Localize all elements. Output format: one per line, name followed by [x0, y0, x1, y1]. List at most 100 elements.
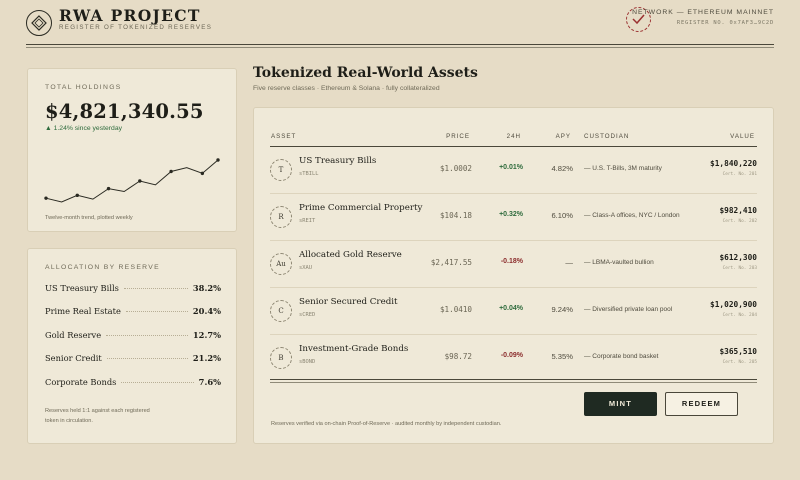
- trend-point: [75, 193, 79, 198]
- allocation-item: Gold Reserve 12.7%: [45, 330, 221, 353]
- token-icon: Au: [270, 253, 292, 275]
- header-rule-secondary: [26, 47, 774, 48]
- dotted-leader: [125, 311, 188, 313]
- brand-title: RWA PROJECT: [59, 6, 201, 25]
- allocation-list: US Treasury Bills 38.2% Prime Real Estat…: [45, 283, 221, 400]
- brand-subtitle: REGISTER OF TOKENIZED RESERVES: [59, 24, 213, 31]
- table-header-rule: [270, 146, 757, 147]
- asset-symbol: sBOND: [299, 359, 316, 365]
- row-divider: [270, 193, 757, 194]
- allocation-card: ALLOCATION BY RESERVE US Treasury Bills …: [27, 248, 237, 444]
- allocation-item: US Treasury Bills 38.2%: [45, 283, 221, 306]
- asset-value: $982,410: [719, 206, 757, 215]
- token-icon: B: [270, 347, 292, 369]
- header-rule: [26, 44, 774, 45]
- asset-symbol: sXAU: [299, 265, 312, 271]
- asset-price: $98.72: [444, 352, 472, 361]
- asset-custodian: — LBMA-vaulted bullion: [584, 259, 654, 266]
- asset-cert: Cert. No. 202: [722, 219, 757, 224]
- asset-name: Allocated Gold Reserve: [299, 250, 402, 260]
- asset-symbol: sCRED: [299, 312, 316, 318]
- asset-value: $365,510: [719, 347, 757, 356]
- asset-name: Prime Commercial Property: [299, 203, 423, 213]
- redeem-button[interactable]: REDEEM: [665, 392, 738, 416]
- allocation-percent: 38.2%: [192, 283, 221, 293]
- table-footer-rule-secondary: [270, 382, 757, 383]
- column-header-custodian: CUSTODIAN: [584, 133, 630, 140]
- trend-point: [169, 169, 173, 174]
- total-holdings-card: TOTAL HOLDINGS $4,821,340.55 ▲ 1.24% sin…: [27, 68, 237, 232]
- registry-number: REGISTER NO. 0x7AF3…9C2D: [676, 20, 774, 26]
- table-footer-rule: [270, 379, 757, 380]
- column-header-24h: 24H: [506, 133, 521, 140]
- asset-custodian: — U.S. T-Bills, 3M maturity: [584, 165, 662, 172]
- asset-price: $1.0410: [439, 305, 472, 314]
- asset-custodian: — Class-A offices, NYC / London: [584, 212, 680, 219]
- header: RWA PROJECT REGISTER OF TOKENIZED RESERV…: [0, 0, 800, 48]
- dotted-leader: [123, 288, 188, 289]
- asset-name: Senior Secured Credit: [299, 297, 398, 307]
- asset-cert: Cert. No. 203: [722, 266, 757, 271]
- trend-point: [200, 171, 205, 176]
- asset-cert: Cert. No. 204: [722, 313, 757, 318]
- allocation-percent: 21.2%: [192, 353, 221, 364]
- column-header-apy: APY: [555, 133, 571, 140]
- row-divider: [270, 334, 757, 335]
- asset-apy: 6.10%: [551, 211, 573, 220]
- asset-change: -0.18%: [500, 258, 523, 265]
- asset-value: $612,300: [719, 253, 757, 262]
- asset-name: US Treasury Bills: [299, 156, 377, 166]
- allocation-label: ALLOCATION BY RESERVE: [45, 264, 160, 271]
- asset-symbol: sTBILL: [299, 171, 319, 177]
- asset-price: $2,417.55: [430, 258, 472, 267]
- asset-change: +0.04%: [499, 305, 523, 312]
- allocation-item: Senior Credit 21.2%: [45, 353, 221, 376]
- row-divider: [270, 287, 757, 288]
- allocation-name: US Treasury Bills: [45, 283, 119, 293]
- allocation-item: Prime Real Estate 20.4%: [45, 306, 221, 329]
- trend-point: [216, 158, 220, 162]
- allocation-percent: 20.4%: [192, 306, 221, 317]
- trend-line: [45, 159, 219, 203]
- asset-change: +0.01%: [499, 164, 523, 171]
- asset-value: $1,020,900: [710, 300, 757, 309]
- table-row[interactable]: R Prime Commercial Property sREIT $104.1…: [254, 194, 775, 241]
- allocation-name: Senior Credit: [45, 353, 102, 364]
- allocation-name: Gold Reserve: [45, 329, 102, 340]
- row-divider: [270, 240, 757, 241]
- asset-name: Investment-Grade Bonds: [299, 344, 409, 354]
- token-icon: R: [270, 206, 292, 228]
- asset-cert: Cert. No. 205: [722, 360, 757, 365]
- allocation-name: Corporate Bonds: [45, 376, 117, 387]
- asset-apy: 4.82%: [551, 164, 573, 173]
- table-row[interactable]: T US Treasury Bills sTBILL $1.0002 +0.01…: [254, 147, 775, 194]
- mint-button[interactable]: MINT: [584, 392, 657, 416]
- asset-change: +0.32%: [499, 211, 523, 218]
- asset-custodian: — Diversified private loan pool: [584, 306, 673, 313]
- table-row[interactable]: Au Allocated Gold Reserve sXAU $2,417.55…: [254, 241, 775, 288]
- dotted-leader: [106, 334, 188, 336]
- table-row[interactable]: C Senior Secured Credit sCRED $1.0410 +0…: [254, 288, 775, 335]
- trend-point: [138, 179, 142, 183]
- holdings-label: TOTAL HOLDINGS: [45, 84, 122, 91]
- assets-table-card: ASSET PRICE 24H APY CUSTODIAN VALUE T US…: [253, 107, 774, 444]
- holdings-trend-chart: [44, 158, 220, 203]
- asset-custodian: — Corporate bond basket: [584, 353, 659, 360]
- holdings-change: ▲ 1.24% since yesterday: [45, 125, 122, 132]
- diamond-logo-icon: [26, 10, 52, 36]
- dotted-leader: [121, 381, 194, 383]
- asset-price: $1.0002: [439, 164, 472, 173]
- column-header-asset: ASSET: [271, 133, 297, 140]
- allocation-note: Reserves held 1:1 against each registere…: [45, 408, 150, 424]
- asset-change: -0.09%: [500, 352, 523, 359]
- allocation-percent: 12.7%: [192, 329, 221, 340]
- asset-apy: —: [565, 258, 573, 267]
- trend-point: [44, 196, 48, 200]
- column-header-price: PRICE: [446, 133, 470, 140]
- asset-price: $104.18: [439, 211, 472, 220]
- holdings-total: $4,821,340.55: [45, 100, 204, 123]
- page-title: Tokenized Real-World Assets: [253, 65, 478, 81]
- token-icon: C: [270, 300, 292, 322]
- network-label: NETWORK — ETHEREUM MAINNET: [632, 9, 774, 16]
- table-row[interactable]: B Investment-Grade Bonds sBOND $98.72 -0…: [254, 335, 775, 382]
